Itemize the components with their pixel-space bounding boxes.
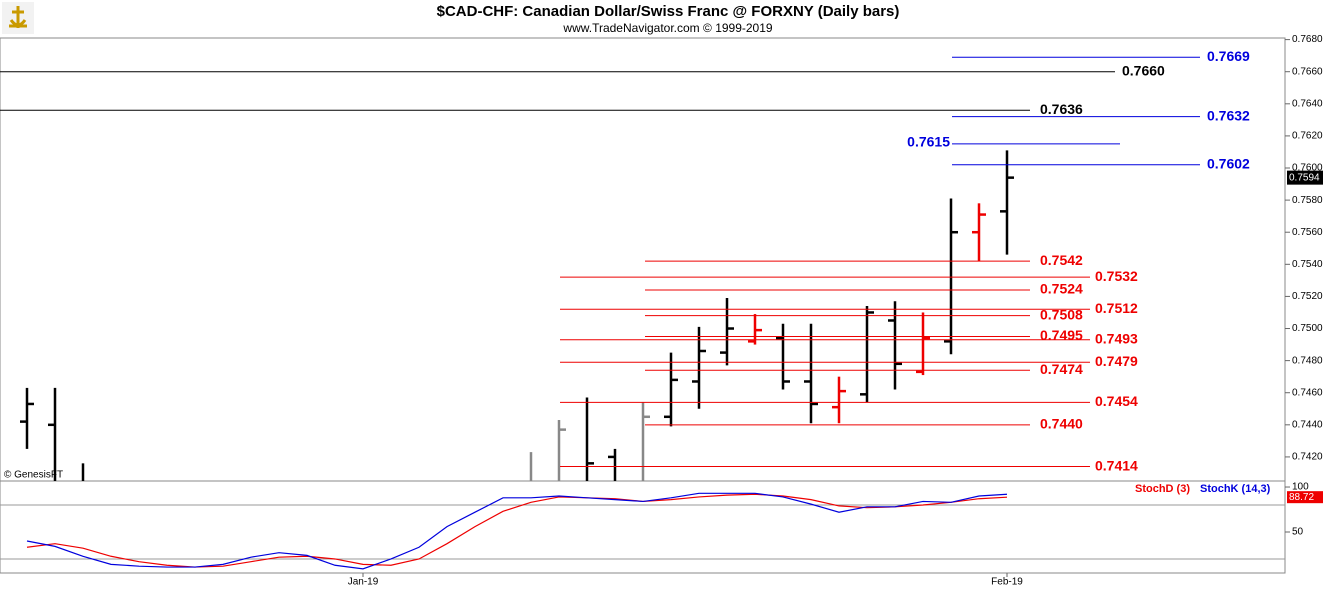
y-tick-label: 0.7540: [1292, 259, 1323, 270]
level-label: 0.7524: [1040, 281, 1083, 297]
last-price-box: [1287, 170, 1323, 185]
price-plot: [20, 150, 1014, 481]
level-label: 0.7602: [1207, 156, 1250, 172]
level-label: 0.7532: [1095, 268, 1138, 284]
level-label: 0.7615: [907, 134, 950, 150]
level-label: 0.7669: [1207, 48, 1250, 64]
y-tick-label: 0.7580: [1292, 195, 1323, 206]
y-tick-label: 50: [1292, 527, 1304, 538]
level-label: 0.7414: [1095, 457, 1138, 473]
x-tick-label: Jan-19: [348, 577, 379, 588]
level-label: 0.7454: [1095, 393, 1138, 409]
y-tick-label: 0.7500: [1292, 323, 1323, 334]
level-label: 0.7479: [1095, 353, 1138, 369]
y-tick-label: 0.7660: [1292, 66, 1323, 77]
chart-title: $CAD-CHF: Canadian Dollar/Swiss Franc @ …: [437, 3, 900, 20]
y-tick-label: 0.7680: [1292, 34, 1323, 45]
y-tick-label: 0.7600: [1292, 163, 1323, 174]
logo: [2, 2, 34, 34]
y-tick-label: 0.7640: [1292, 98, 1323, 109]
level-label: 0.7542: [1040, 252, 1083, 268]
level-label: 0.7493: [1095, 330, 1138, 346]
level-label: 0.7495: [1040, 327, 1083, 343]
y-tick-label: 0.7440: [1292, 419, 1323, 430]
y-tick-label: 100: [1292, 482, 1309, 493]
level-label: 0.7660: [1122, 62, 1165, 78]
legend-entry: StochK (14,3): [1200, 483, 1271, 495]
level-label: 0.7474: [1040, 361, 1083, 377]
stoch-line: [26, 492, 1008, 570]
y-tick-label: 0.7560: [1292, 227, 1323, 238]
last-value-box: [1287, 491, 1323, 504]
y-tick-label: 0.7460: [1292, 387, 1323, 398]
level-label: 0.7632: [1207, 107, 1250, 123]
x-tick-label: Feb-19: [991, 577, 1023, 588]
last-price: 0.7594: [1289, 172, 1320, 183]
y-tick-label: 0.7420: [1292, 452, 1323, 463]
level-label: 0.7512: [1095, 300, 1138, 316]
y-tick-label: 0.7480: [1292, 355, 1323, 366]
y-tick-label: 0.7520: [1292, 291, 1323, 302]
last-value: 88.72: [1289, 492, 1314, 503]
legend-entry: StochD (3): [1135, 483, 1190, 495]
level-label: 0.7440: [1040, 416, 1083, 432]
chart-subtitle: www.TradeNavigator.com © 1999-2019: [562, 21, 772, 35]
y-tick-label: 0.7620: [1292, 131, 1323, 142]
level-label: 0.7636: [1040, 101, 1083, 117]
source: © GenesisFT: [4, 470, 63, 481]
level-label: 0.7508: [1040, 306, 1083, 322]
